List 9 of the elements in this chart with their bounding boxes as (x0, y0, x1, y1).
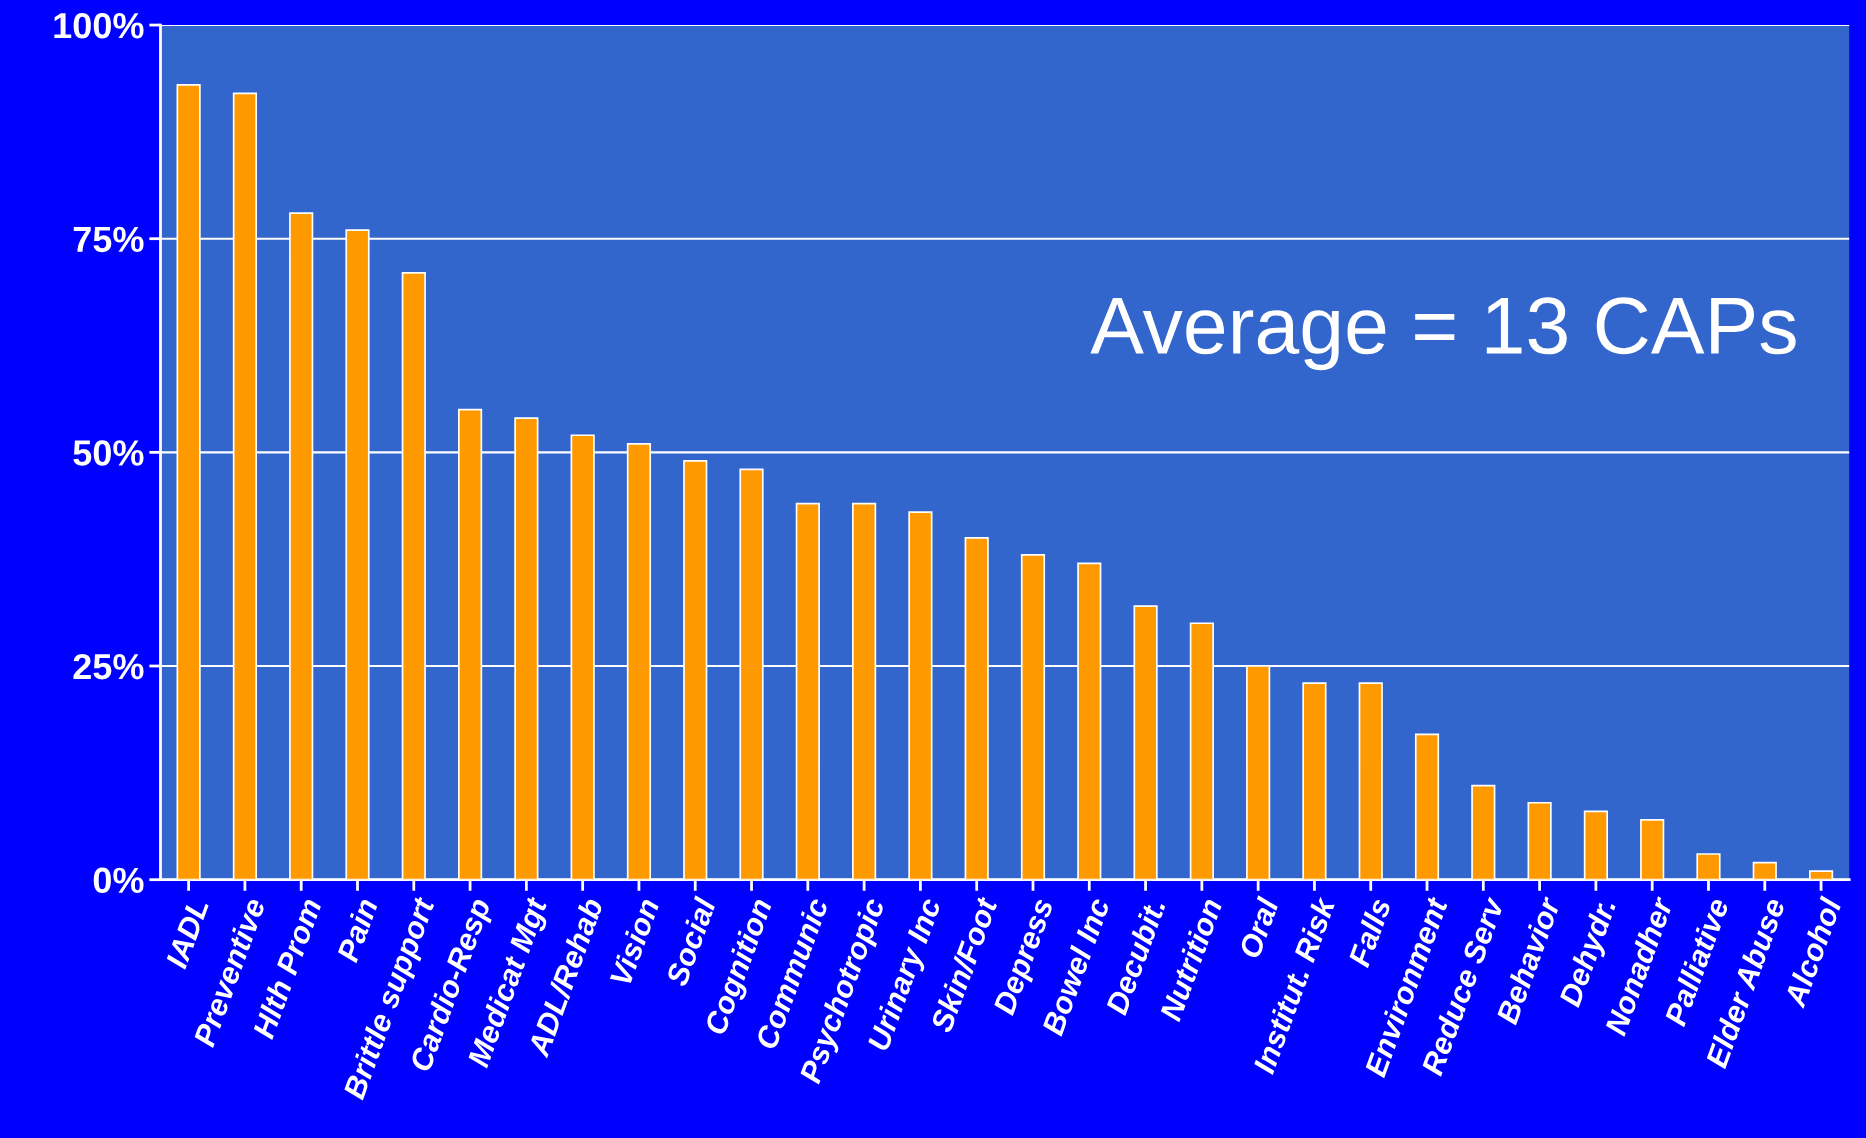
annotation: Average = 13 CAPs (1090, 297, 1796, 371)
x-tick-label: Vision (608, 896, 660, 986)
x-tick-label: Pain (335, 896, 379, 964)
x-tick-label: Oral (1237, 895, 1280, 960)
y-tick-label: 0% (93, 867, 144, 894)
y-tick-label: 25% (73, 653, 144, 680)
y-tick-label: 50% (73, 440, 144, 466)
y-tick-label: 100% (54, 12, 144, 39)
y-tick-label: 75% (73, 226, 144, 253)
